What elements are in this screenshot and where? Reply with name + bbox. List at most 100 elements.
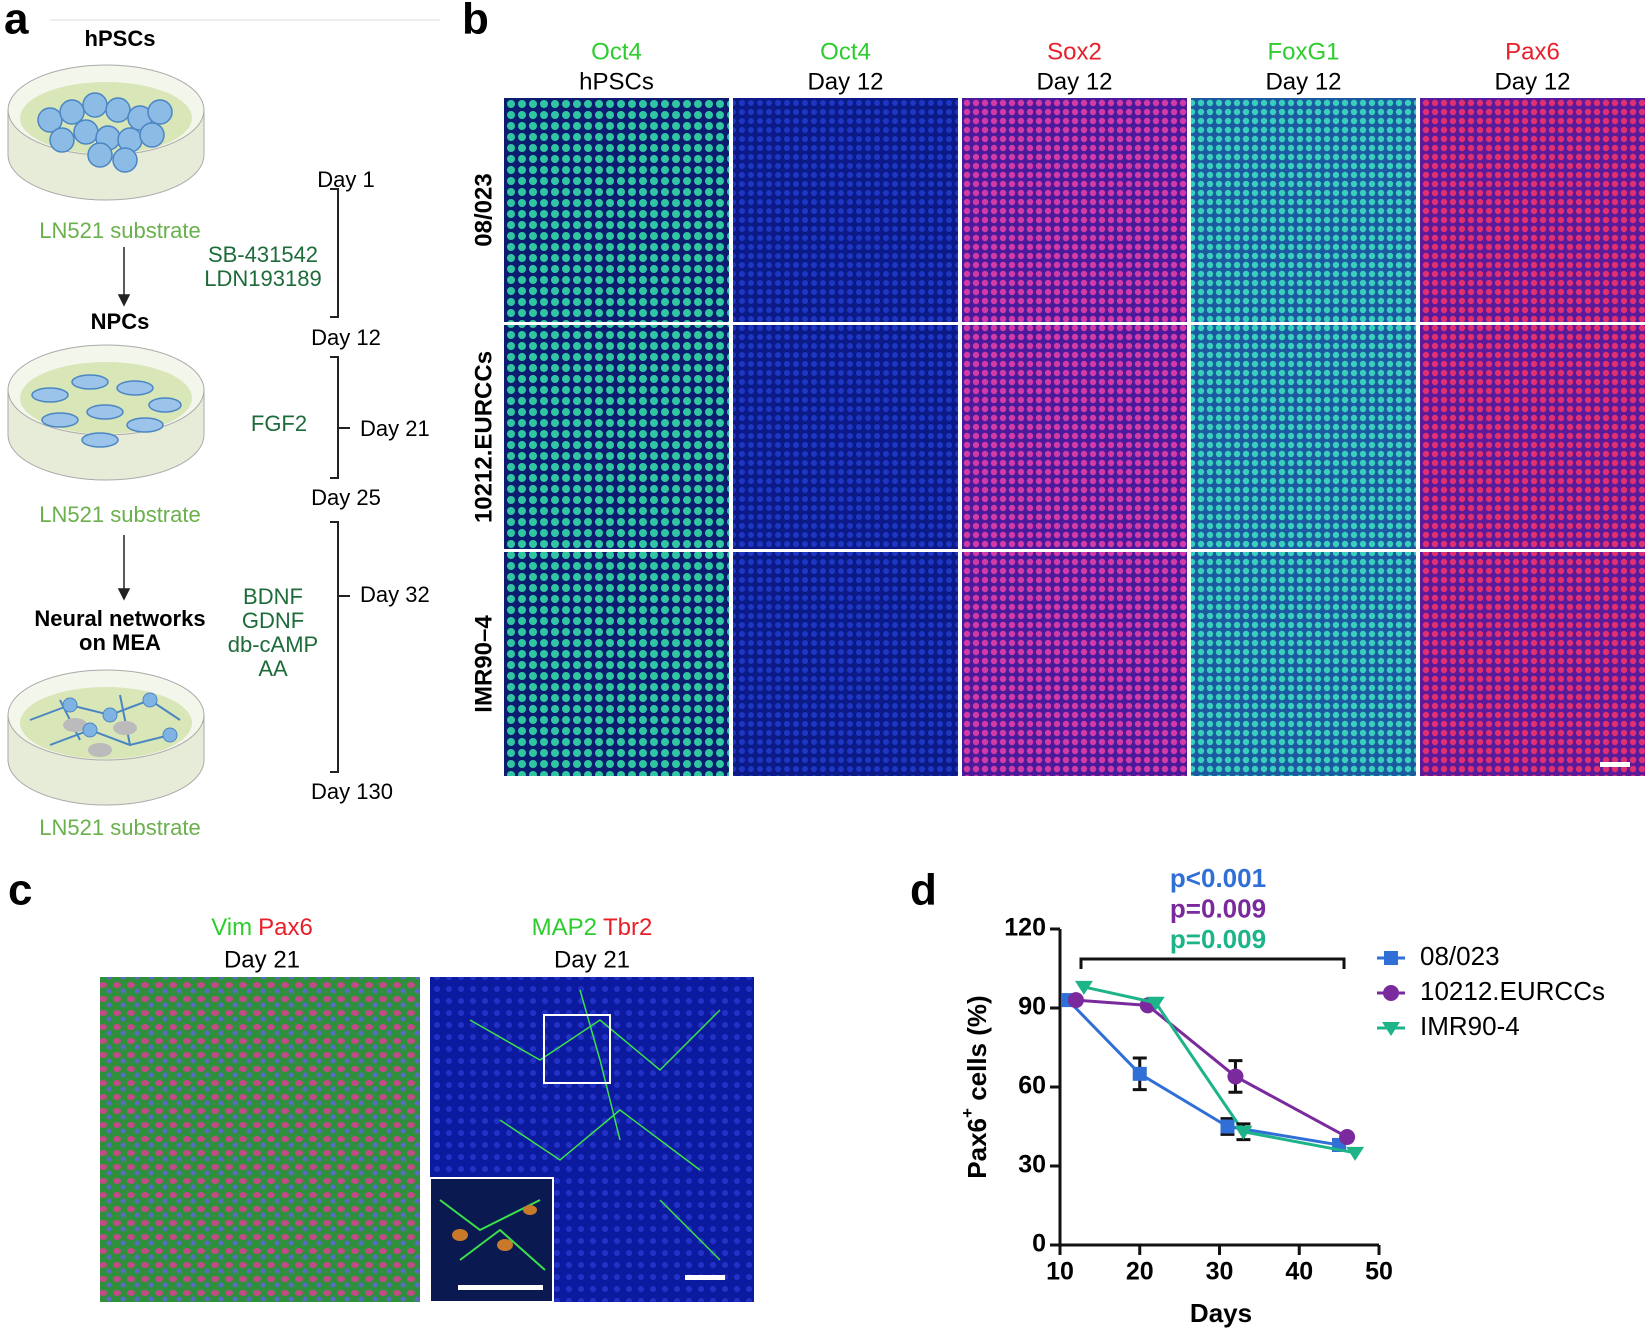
- marker: [1227, 1068, 1244, 1085]
- x-tick-label: 30: [1206, 1258, 1234, 1286]
- x-axis-label: Days: [1190, 1298, 1252, 1328]
- zoom-box: [543, 1014, 611, 1084]
- y-tick-label: 90: [1018, 993, 1046, 1021]
- factor: db-cAMP: [228, 632, 318, 657]
- timeline-bracket: [330, 188, 350, 773]
- x-tick-label: 10: [1046, 1258, 1074, 1286]
- neurites: [469, 989, 721, 1261]
- factor: SB-431542: [208, 242, 318, 267]
- y-axis-label: Pax6+ cells (%): [958, 995, 991, 1178]
- marker-name: MAP2: [532, 914, 597, 941]
- column-marker: FoxG1: [1267, 38, 1339, 65]
- factor: GDNF: [242, 608, 304, 633]
- stage-title: Neural networks: [34, 606, 205, 631]
- column-condition: Day 12: [1494, 68, 1570, 95]
- substrate: LN521 substrate: [39, 218, 200, 243]
- micrograph: [733, 552, 958, 776]
- image-header: Vim Pax6: [211, 914, 313, 941]
- scale-bar: [685, 1275, 725, 1280]
- row-label: 08/023: [470, 173, 497, 246]
- scale-bar: [1600, 762, 1630, 767]
- y-tick-label: 0: [1032, 1230, 1046, 1258]
- series-line: [1075, 998, 1348, 1139]
- substrate: LN521 substrate: [39, 502, 200, 527]
- marker: [1346, 1146, 1365, 1161]
- x-tick-label: 20: [1126, 1258, 1154, 1286]
- column-condition: Day 12: [1265, 68, 1341, 95]
- micrograph: [1191, 325, 1416, 549]
- column-condition: Day 12: [807, 68, 883, 95]
- micrograph: [1420, 98, 1645, 322]
- micrograph: [1420, 325, 1645, 549]
- micrograph: [962, 325, 1187, 549]
- marker: [1234, 1125, 1253, 1140]
- marker: [1220, 1119, 1235, 1134]
- micrograph: [504, 98, 729, 322]
- micrograph: [504, 552, 729, 776]
- dish: [7, 64, 205, 201]
- row-label: 10212.EURCCs: [470, 351, 497, 523]
- row-label: IMR90–4: [470, 615, 497, 713]
- inset: [429, 1177, 554, 1303]
- marker: [1074, 980, 1093, 995]
- factor: LDN193189: [204, 266, 321, 291]
- micrograph: [100, 977, 420, 1302]
- p-value: p<0.001: [1170, 863, 1266, 893]
- column-condition: Day 12: [1036, 68, 1112, 95]
- day-label: Day 12: [311, 325, 381, 350]
- cells: [452, 1205, 537, 1251]
- series-line: [1066, 999, 1340, 1147]
- column-marker: Pax6: [1505, 38, 1560, 65]
- panel-label: b: [462, 0, 489, 44]
- stage-title: hPSCs: [85, 26, 156, 51]
- column-marker: Sox2: [1047, 38, 1102, 65]
- marker-name: Pax6: [258, 914, 313, 941]
- column-marker: Oct4: [820, 38, 871, 65]
- day-label: Day 130: [311, 779, 393, 804]
- scale-bar: [458, 1285, 543, 1290]
- image-header: MAP2 Tbr2: [532, 914, 653, 941]
- micrograph: [962, 552, 1187, 776]
- image-grid: Oct4 hPSCs Oct4 Day 12 Sox2 Day 12 FoxG1 Day 12…: [470, 38, 1645, 776]
- legend-label: IMR90-4: [1420, 1011, 1520, 1041]
- x-tick-label: 50: [1365, 1258, 1393, 1286]
- image-header: Day 21: [224, 946, 300, 973]
- day-label: Day 32: [360, 582, 430, 607]
- legend-label: 08/023: [1420, 941, 1500, 971]
- panel-label: d: [910, 866, 937, 915]
- micrograph: [1191, 552, 1416, 776]
- marker: [1339, 1129, 1356, 1146]
- marker-name: Tbr2: [603, 914, 652, 941]
- stage-title: NPCs: [91, 309, 150, 334]
- marker: [1146, 996, 1165, 1011]
- factor: AA: [258, 656, 288, 681]
- legend-marker: [1382, 1022, 1400, 1036]
- micrograph: [733, 325, 958, 549]
- y-tick-label: 30: [1018, 1151, 1046, 1179]
- marker: [1067, 992, 1084, 1009]
- marker-name: Vim: [211, 914, 252, 941]
- day-label: Day 21: [360, 416, 430, 441]
- y-axis-label-part: Pax6: [962, 1118, 992, 1179]
- column-marker: Oct4: [591, 38, 642, 65]
- panel-label: a: [4, 0, 29, 44]
- legend-marker: [1383, 985, 1399, 1001]
- y-axis-label-sup: +: [958, 1108, 977, 1118]
- y-tick-label: 120: [1004, 914, 1046, 942]
- marker: [1132, 1066, 1147, 1081]
- significance-bracket: [1079, 957, 1346, 969]
- p-value: p=0.009: [1170, 893, 1266, 923]
- factor: BDNF: [243, 584, 303, 609]
- micrograph: [504, 325, 729, 549]
- day-label: Day 25: [311, 485, 381, 510]
- y-axis-label-part: cells (%): [962, 995, 992, 1108]
- arrow: [117, 247, 131, 601]
- day-label: Day 1: [317, 167, 374, 192]
- panel-label: c: [8, 866, 32, 915]
- micrograph: [962, 98, 1187, 322]
- legend-marker: [1384, 951, 1398, 965]
- image-header: Day 21: [554, 946, 630, 973]
- micrograph: [733, 98, 958, 322]
